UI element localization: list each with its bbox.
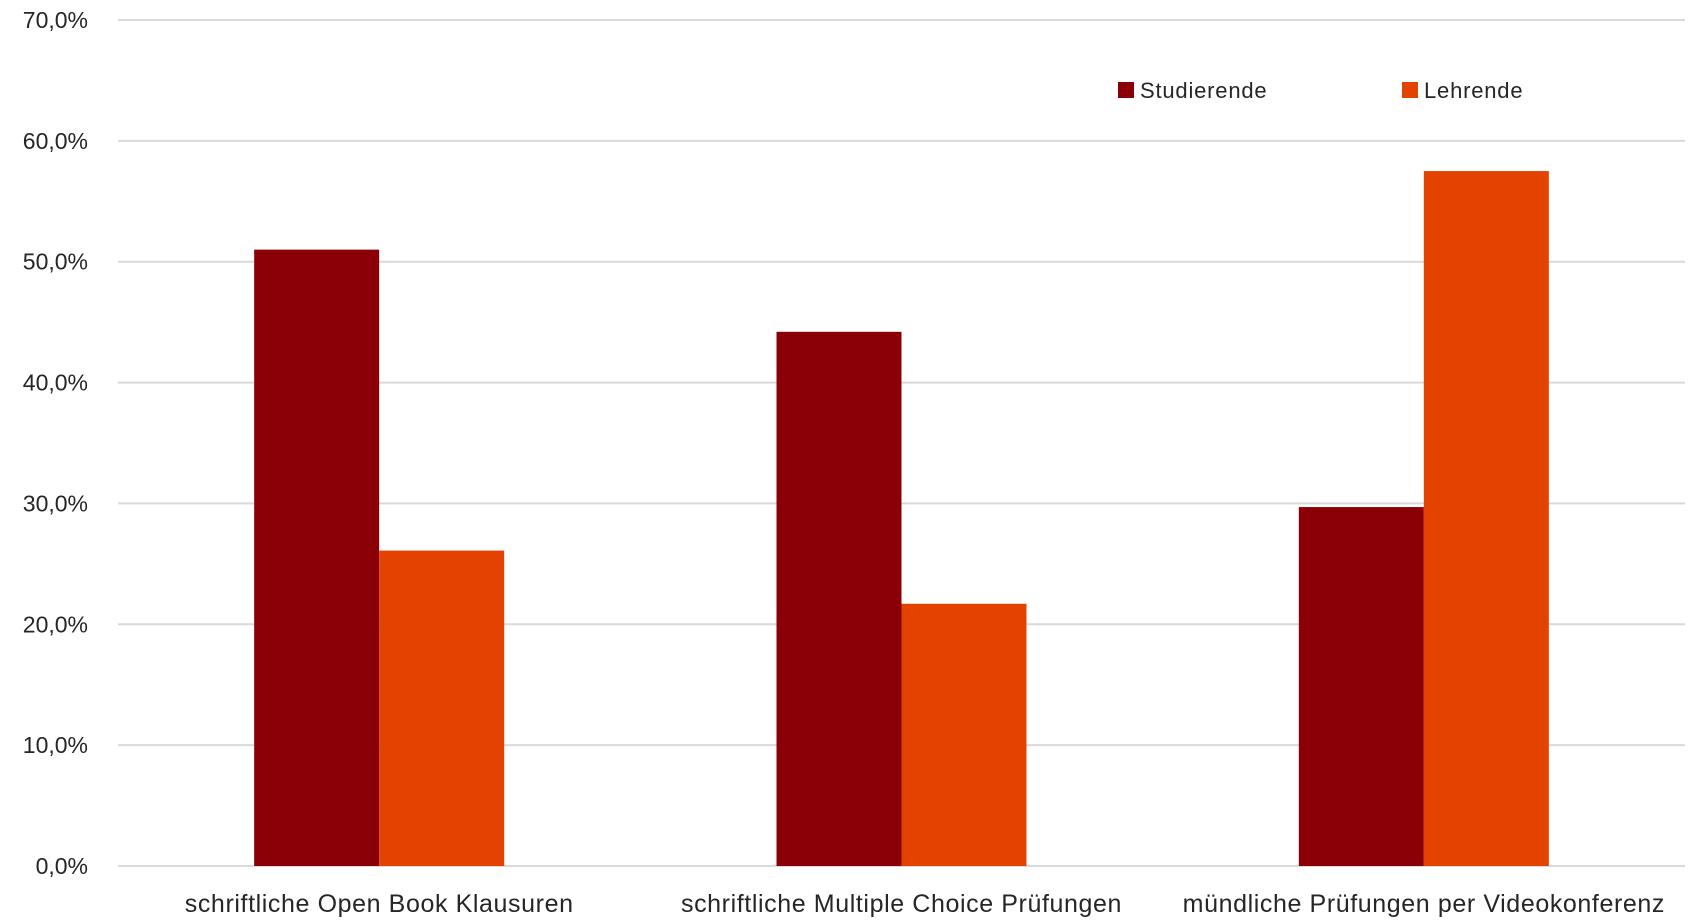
bar-lehrende-1 [379,550,505,866]
legend-swatch-lehrende [1402,82,1418,98]
y-tick-label: 20,0% [23,611,88,637]
legend-label-lehrende: Lehrende [1424,78,1523,103]
y-tick-label: 0,0% [36,853,88,879]
bar-studierende-1 [254,249,380,867]
y-tick-label: 70,0% [23,7,88,33]
legend-label-studierende: Studierende [1140,78,1267,103]
x-category-label: mündliche Prüfungen per Videokonferenz [1183,890,1665,918]
y-tick-label: 40,0% [23,370,88,396]
bar-studierende-2 [776,331,902,867]
legend: Studierende Lehrende [1118,78,1523,103]
x-category-label: schriftliche Multiple Choice Prüfungen [681,890,1122,918]
x-category-label: schriftliche Open Book Klausuren [185,890,574,918]
y-tick-label: 10,0% [23,732,88,758]
bar-studierende-3 [1298,507,1424,866]
x-axis-category-labels: schriftliche Open Book Klausuren schriftl… [185,890,1665,918]
y-axis-tick-labels: 0,0% 10,0% 20,0% 30,0% 40,0% 50,0% 60,0% 70,0% [23,7,88,879]
legend-swatch-studierende [1118,82,1134,98]
bars [254,171,1549,867]
y-tick-label: 30,0% [23,490,88,516]
y-tick-label: 50,0% [23,249,88,275]
bar-lehrende-3 [1423,171,1549,867]
y-tick-label: 60,0% [23,128,88,154]
bar-lehrende-2 [901,603,1027,866]
